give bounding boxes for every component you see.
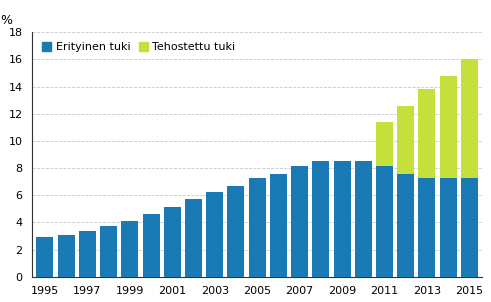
Bar bbox=[440, 178, 457, 277]
Bar bbox=[376, 122, 393, 166]
Legend: Erityinen tuki, Tehostettu tuki: Erityinen tuki, Tehostettu tuki bbox=[38, 38, 240, 57]
Bar bbox=[397, 174, 414, 277]
Bar bbox=[461, 59, 478, 178]
Bar bbox=[355, 161, 372, 277]
Bar bbox=[79, 231, 96, 277]
Bar bbox=[57, 235, 75, 277]
Bar bbox=[185, 199, 202, 277]
Bar bbox=[164, 207, 181, 277]
Bar bbox=[376, 166, 393, 277]
Bar bbox=[100, 226, 117, 277]
Bar bbox=[440, 76, 457, 178]
Bar bbox=[461, 178, 478, 277]
Bar bbox=[36, 237, 54, 277]
Bar bbox=[418, 89, 436, 178]
Bar bbox=[227, 186, 245, 277]
Bar bbox=[248, 178, 266, 277]
Bar bbox=[206, 192, 223, 277]
Bar bbox=[291, 166, 308, 277]
Bar bbox=[312, 161, 329, 277]
Bar bbox=[333, 161, 351, 277]
Text: %: % bbox=[0, 14, 13, 27]
Bar bbox=[121, 221, 138, 277]
Bar bbox=[142, 214, 160, 277]
Bar bbox=[270, 174, 287, 277]
Bar bbox=[397, 106, 414, 174]
Bar bbox=[418, 178, 436, 277]
